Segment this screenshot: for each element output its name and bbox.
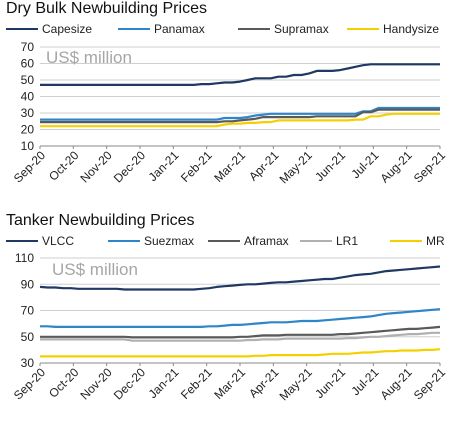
unit-label: US$ million bbox=[52, 260, 138, 279]
x-tick-label: Jan-21 bbox=[146, 148, 182, 184]
x-tick-label: Jun-21 bbox=[312, 148, 348, 184]
x-tick-label: Sep-20 bbox=[11, 365, 48, 402]
tanker-line-chart: 30 50 70 90 110 Sep-20Oct-20Nov-20Dec-20Jan-2… bbox=[11, 251, 448, 403]
legend-swatch bbox=[208, 240, 240, 242]
legend-item: Supramax bbox=[238, 22, 329, 36]
legend-swatch bbox=[347, 28, 379, 30]
y-tick-label: 70 bbox=[21, 40, 35, 54]
series-line-mr bbox=[40, 348, 441, 358]
legend-label: Suezmax bbox=[144, 234, 195, 248]
x-tick-label: Jan-21 bbox=[146, 365, 182, 401]
x-tick-label: Aug-21 bbox=[378, 365, 415, 402]
x-tick-label: Feb-21 bbox=[178, 365, 215, 402]
legend-item: MR bbox=[390, 234, 445, 248]
chart-title: Dry Bulk Newbuilding Prices bbox=[6, 0, 207, 17]
x-tick-label: Apr-21 bbox=[246, 148, 282, 184]
legend-swatch bbox=[390, 240, 422, 242]
series-line-handysize bbox=[40, 112, 440, 128]
x-tick-label: Jul-21 bbox=[348, 148, 381, 181]
x-tick-label: Jun-21 bbox=[312, 365, 348, 401]
y-tick-label: 60 bbox=[21, 57, 35, 71]
legend-swatch bbox=[118, 28, 150, 30]
series-line-aframax bbox=[40, 325, 441, 339]
y-tick-label: 30 bbox=[21, 106, 35, 120]
x-tick-label: Sep-21 bbox=[411, 365, 448, 402]
x-tick-label: Aug-21 bbox=[378, 148, 415, 185]
series-line-capesize bbox=[40, 63, 440, 87]
x-tick-label: Feb-21 bbox=[178, 148, 215, 185]
y-tick-label: 50 bbox=[21, 330, 35, 344]
legend-label: Supramax bbox=[274, 22, 329, 36]
series-line-supramax bbox=[40, 108, 440, 124]
y-tick-label: 70 bbox=[21, 304, 35, 318]
legend-item: Panamax bbox=[118, 22, 205, 36]
series-line-panamax bbox=[40, 106, 440, 121]
legend-swatch bbox=[6, 240, 38, 242]
legend-label: Capesize bbox=[42, 22, 93, 36]
y-tick-label: 20 bbox=[21, 123, 35, 137]
legend-label: Aframax bbox=[244, 234, 289, 248]
x-tick-label: Oct-20 bbox=[46, 148, 82, 184]
legend-label: Panamax bbox=[154, 22, 205, 36]
x-tick-label: Nov-20 bbox=[78, 148, 115, 185]
dry-bulk-line-chart: 10 20 30 40 50 60 70 Sep-20Oct-20Nov-20Dec-20Ja… bbox=[11, 40, 448, 186]
legend-swatch bbox=[108, 240, 140, 242]
dry-bulk-chart-panel: Dry Bulk Newbuilding Prices Capesize Pana… bbox=[0, 0, 462, 212]
x-tick-label: May-21 bbox=[277, 365, 315, 403]
series-line-vlcc bbox=[39, 265, 441, 291]
chart-title: Tanker Newbuilding Prices bbox=[6, 212, 195, 229]
x-tick-label: Mar-21 bbox=[211, 148, 248, 185]
unit-label: US$ million bbox=[46, 48, 132, 67]
chart-legend: VLCC Suezmax Aframax LR1 MR bbox=[0, 234, 462, 252]
legend-label: MR bbox=[426, 234, 445, 248]
legend-swatch bbox=[238, 28, 270, 30]
legend-item: LR1 bbox=[300, 234, 358, 248]
x-tick-label: Mar-21 bbox=[211, 365, 248, 402]
legend-item: VLCC bbox=[6, 234, 74, 248]
y-tick-label: 40 bbox=[21, 90, 35, 104]
legend-label: LR1 bbox=[336, 234, 359, 248]
legend-item: Suezmax bbox=[108, 234, 194, 248]
legend-item: Aframax bbox=[208, 234, 289, 248]
y-tick-label: 30 bbox=[21, 356, 35, 370]
x-tick-label: Dec-20 bbox=[111, 148, 148, 185]
series-line-suezmax bbox=[40, 308, 441, 329]
y-tick-label: 50 bbox=[21, 73, 35, 87]
y-tick-label: 10 bbox=[21, 139, 35, 153]
x-tick-label: Dec-20 bbox=[111, 365, 148, 402]
y-tick-label: 110 bbox=[15, 251, 34, 265]
legend-item: Handysize bbox=[347, 22, 439, 36]
x-tick-label: Sep-21 bbox=[411, 148, 448, 185]
series-line-lr1 bbox=[40, 331, 440, 342]
tanker-chart-panel: Tanker Newbuilding Prices VLCC Suezmax Afr… bbox=[0, 212, 462, 425]
legend-swatch bbox=[6, 28, 38, 30]
legend-label: VLCC bbox=[42, 234, 75, 248]
legend-item: Capesize bbox=[6, 22, 92, 36]
x-tick-label: May-21 bbox=[277, 148, 315, 186]
x-tick-label: Jul-21 bbox=[348, 365, 381, 398]
chart-legend: Capesize Panamax Supramax Handysize bbox=[0, 22, 462, 40]
x-tick-label: Apr-21 bbox=[246, 365, 282, 401]
x-tick-label: Nov-20 bbox=[78, 365, 115, 402]
x-tick-label: Sep-20 bbox=[11, 148, 48, 185]
y-tick-label: 90 bbox=[21, 277, 35, 291]
x-tick-label: Oct-20 bbox=[46, 365, 82, 401]
legend-label: Handysize bbox=[383, 22, 440, 36]
legend-swatch bbox=[300, 240, 332, 242]
